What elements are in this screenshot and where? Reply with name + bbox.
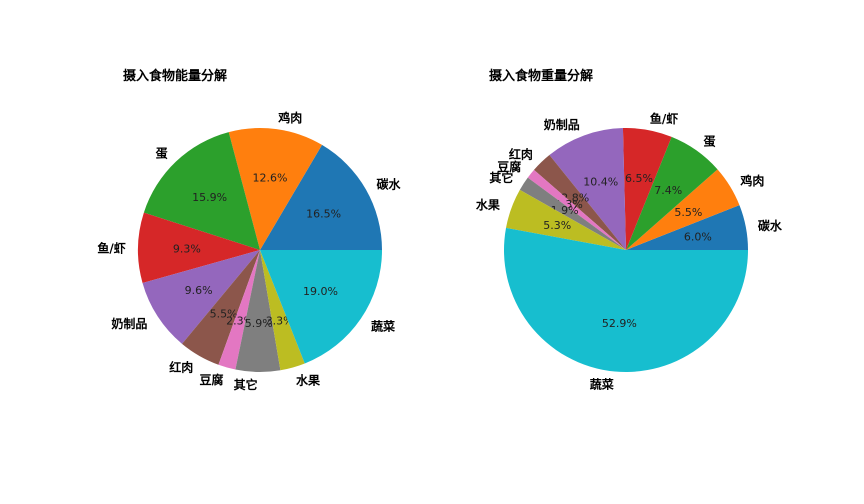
slice-category-label: 鱼/虾 — [97, 240, 125, 255]
slice-percent-label: 15.9% — [192, 191, 227, 204]
slice-category-label: 碳水 — [758, 218, 783, 233]
slice-category-label: 蔬菜 — [590, 377, 614, 392]
slice-category-label: 水果 — [476, 197, 500, 212]
pie-slice — [503, 227, 748, 373]
slice-category-label: 豆腐 — [200, 372, 224, 387]
pie-slice — [228, 127, 322, 250]
slice-category-label: 红肉 — [169, 359, 193, 374]
pie-slice — [142, 250, 260, 344]
pie-slice — [506, 189, 626, 250]
pie-slice — [143, 132, 260, 250]
pie-slice — [260, 250, 305, 371]
chart-title-energy: 摄入食物能量分解 — [123, 69, 228, 84]
energy-pie: 16.5% 碳水 12.6% 鸡肉 15.9% 蛋 9.3% 鱼/虾 9.6% 奶制品 5.5% 红肉… — [97, 110, 401, 392]
pie-slice — [622, 128, 672, 250]
slice-percent-label: 9.3% — [173, 243, 201, 256]
slice-category-label: 水果 — [296, 372, 320, 387]
pie-slice — [626, 169, 740, 250]
slice-percent-label: 5.5% — [210, 308, 238, 321]
slice-percent-label: 3.3% — [266, 315, 294, 328]
pie-slice — [549, 128, 626, 250]
pie-slice — [138, 212, 260, 283]
slice-percent-label: 6.5% — [625, 172, 653, 185]
pie-slice — [218, 250, 260, 370]
slice-category-label: 鱼/虾 — [650, 111, 678, 126]
slice-percent-label: 6.0% — [684, 230, 712, 243]
pie-slice — [182, 250, 260, 365]
pie-slice — [533, 155, 626, 250]
slice-category-label: 其它 — [234, 377, 258, 392]
pie-slice — [235, 250, 281, 372]
pie-slice — [260, 144, 382, 250]
slice-percent-label: 7.4% — [654, 184, 682, 197]
slice-percent-label: 5.3% — [543, 219, 571, 232]
slice-category-label: 蛋 — [704, 134, 716, 148]
slice-category-label: 奶制品 — [111, 316, 147, 331]
slice-category-label: 蔬菜 — [371, 318, 395, 333]
slice-percent-label: 16.5% — [306, 208, 341, 221]
slice-category-label: 鸡肉 — [739, 173, 764, 188]
pie-slice — [626, 136, 718, 250]
slice-percent-label: 52.9% — [602, 317, 637, 330]
slice-category-label: 蛋 — [156, 147, 168, 161]
pie-slice — [519, 177, 626, 250]
chart-title-weight: 摄入食物重量分解 — [489, 69, 594, 84]
weight-pie: 6.0%碳水5.5%鸡肉7.4%蛋6.5%鱼/虾10.4%奶制品2.8%红肉1.… — [476, 111, 783, 392]
slice-category-label: 其它 — [489, 170, 513, 185]
slice-percent-label: 5.9% — [245, 317, 273, 330]
slice-category-label: 碳水 — [377, 176, 402, 191]
slice-percent-label: 12.6% — [253, 171, 288, 184]
slice-percent-label: 5.5% — [674, 206, 702, 219]
slice-category-label: 奶制品 — [544, 117, 580, 132]
pie-slice — [626, 205, 748, 250]
slice-category-label: 豆腐 — [497, 159, 521, 174]
slice-category-label: 红肉 — [509, 146, 533, 161]
slice-category-label: 鸡肉 — [277, 110, 302, 125]
slice-percent-label: 9.6% — [185, 284, 213, 297]
slice-percent-label: 19.0% — [303, 285, 338, 298]
pie-slice — [260, 250, 382, 364]
slice-percent-label: 10.4% — [583, 175, 618, 188]
pie-slice — [527, 169, 626, 250]
